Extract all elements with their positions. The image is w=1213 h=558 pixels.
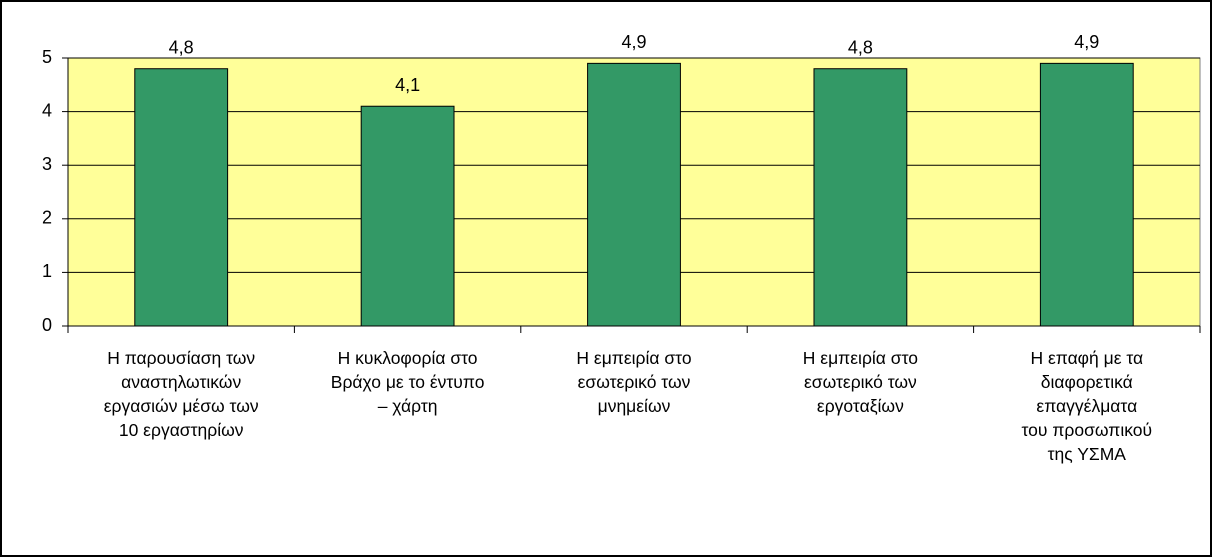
value-label: 4,9 [621, 32, 646, 52]
x-tick-label: Η επαφή με τα διαφορετικά επαγγέλματα το… [1021, 348, 1153, 464]
x-tick-label: Η κυκλοφορία στο Βράχο με το έντυπο – χά… [330, 348, 485, 416]
x-tick-label: Η παρουσίαση των αναστηλωτικών εργασιών … [103, 348, 259, 440]
value-label: 4,9 [1074, 32, 1099, 52]
x-tick-label: Η εμπειρία στο εσωτερικό των εργοταξίων [802, 348, 918, 416]
x-tick-label: Η εμπειρία στο εσωτερικό των μνημείων [576, 348, 692, 416]
bar [587, 62, 681, 327]
y-tick-label: 2 [42, 208, 52, 228]
bar [1039, 62, 1134, 327]
y-tick-label: 5 [42, 47, 52, 67]
value-label: 4,8 [848, 37, 873, 57]
bar [134, 68, 229, 327]
bar [813, 68, 908, 327]
value-label: 4,8 [169, 37, 194, 57]
y-tick-label: 0 [42, 315, 52, 335]
value-label: 4,1 [395, 75, 420, 95]
bar [360, 105, 455, 327]
y-tick-label: 3 [42, 154, 52, 174]
y-tick-label: 1 [42, 261, 52, 281]
y-tick-label: 4 [42, 100, 52, 120]
